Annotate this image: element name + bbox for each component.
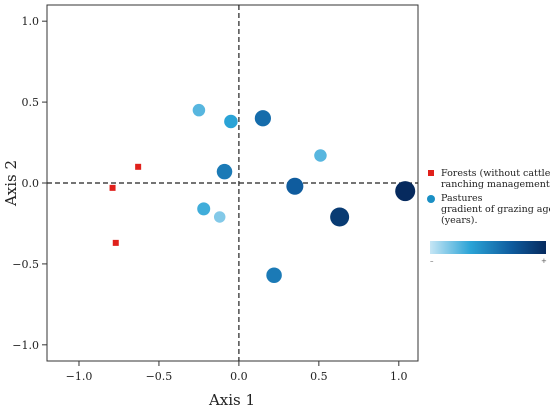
gradient-min-label: – [430,257,434,265]
pasture-point [213,211,226,223]
axis-ticks: −1.0 −0.5 0.0 0.5 1.0 −1.0 −0.5 0.0 0.5 1.0 [12,15,407,383]
y-tick-label: −1.0 [12,339,39,352]
legend: Forests (without cattle ranching managem… [427,168,550,265]
legend-pastures-line-3: (years). [441,215,478,226]
pasture-point [192,103,206,117]
legend-pastures-line-1: Pastures [441,193,483,204]
grazing-age-gradient-bar [430,241,546,254]
data-points [109,103,416,283]
y-tick-label: 1.0 [22,15,40,28]
y-axis-title: Axis 2 [2,160,20,207]
x-tick-label: −0.5 [146,370,173,383]
x-tick-label: 0.0 [230,370,248,383]
legend-pastures-line-2: gradient of grazing ages [441,204,550,215]
x-tick-label: 0.5 [310,370,328,383]
pasture-point [197,202,211,216]
pasture-point [330,207,350,227]
gradient-max-label: + [541,257,547,265]
pasture-point [224,114,238,129]
forest-point [109,184,116,191]
pasture-point [254,110,271,127]
pasture-point [266,267,282,283]
x-axis-title: Axis 1 [208,391,255,409]
legend-pasture-marker [427,195,435,203]
x-tick-label: 1.0 [390,370,408,383]
x-tick-label: −1.0 [66,370,93,383]
legend-forests-line-1: Forests (without cattle [441,168,550,179]
pasture-point [286,177,304,195]
y-tick-label: 0.0 [22,177,40,190]
y-tick-label: 0.5 [22,96,40,109]
pasture-point [395,181,416,202]
pasture-point [314,149,327,162]
forest-point [135,163,142,170]
legend-forests-line-2: ranching management). [441,179,550,190]
y-tick-label: −0.5 [12,258,39,271]
legend-forest-marker [428,170,434,176]
pasture-point [216,163,233,180]
forest-point [112,239,119,246]
